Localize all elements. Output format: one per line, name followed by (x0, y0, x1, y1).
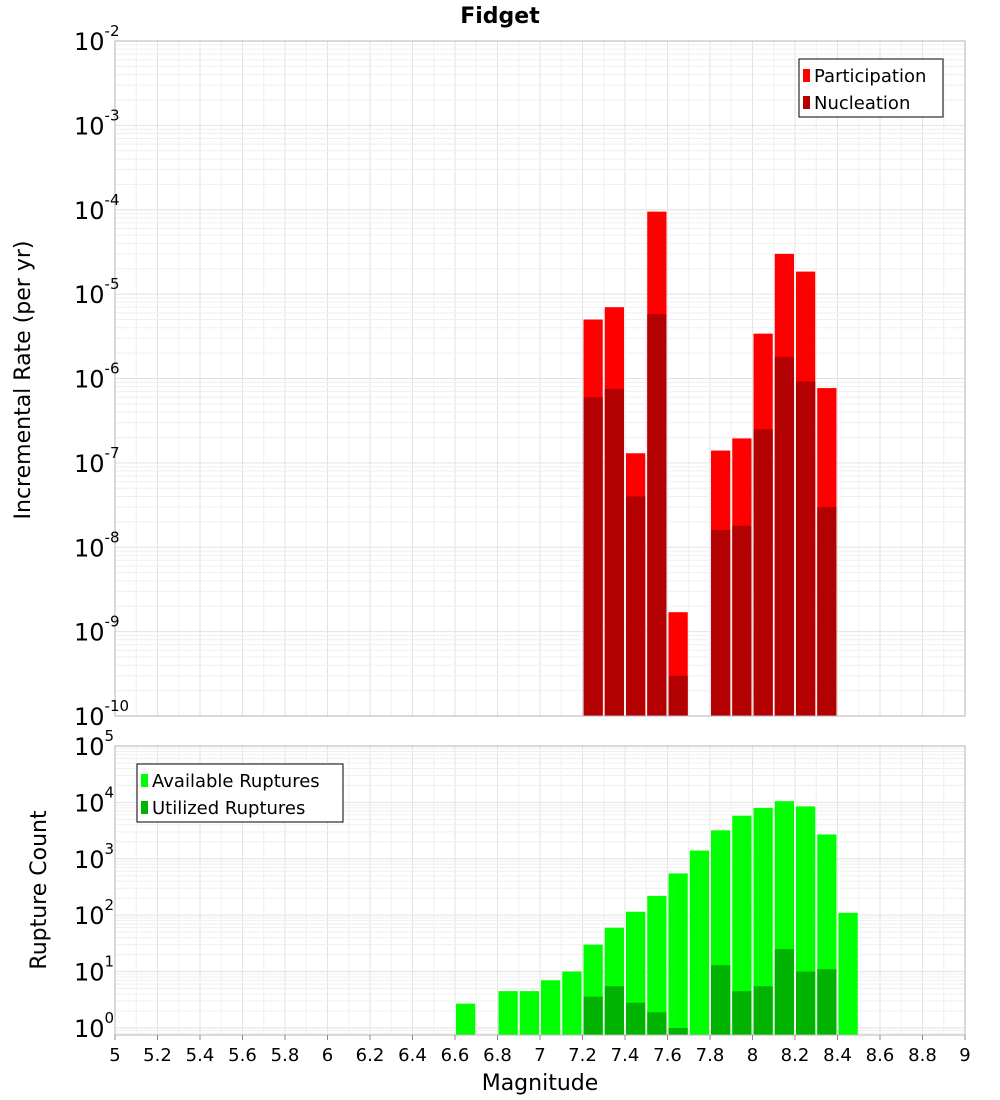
top-legend: Participation Nucleation (798, 58, 944, 118)
bottom-y-ticks: 105 104 103 102 101 100 (74, 727, 114, 1043)
top-y-tick-label: 10-3 (74, 106, 120, 140)
bottom-y-tick-label: 101 (74, 953, 114, 987)
x-tick-label: 7.8 (696, 1045, 725, 1066)
top-y-ticks: 10-2 10-3 10-4 10-5 10-6 10-7 10-8 10-9 10-10 (74, 22, 129, 731)
bottom-bar (796, 971, 816, 1035)
bottom-bar (817, 969, 837, 1035)
top-y-tick-label: 10-7 (74, 444, 120, 478)
bottom-bar (519, 991, 539, 1035)
bottom-bar (668, 1027, 688, 1035)
top-bar (753, 429, 773, 716)
x-tick-label: 6.2 (356, 1045, 385, 1066)
bottom-bar (668, 873, 688, 1035)
top-legend-box (798, 58, 944, 118)
top-y-tick-label: 10-8 (74, 528, 120, 562)
x-tick-label: 8 (747, 1045, 758, 1066)
bottom-legend-box (136, 763, 344, 823)
bottom-bar (732, 991, 752, 1035)
top-bar (604, 389, 624, 716)
x-tick-label: 5.8 (271, 1045, 300, 1066)
bottom-y-tick-label: 100 (74, 1009, 114, 1043)
bottom-legend: Available Ruptures Utilized Ruptures (136, 763, 344, 823)
x-tick-label: 7.2 (568, 1045, 597, 1066)
bottom-bars (456, 801, 858, 1035)
top-legend-swatch (803, 69, 810, 82)
bottom-bar (647, 895, 667, 1035)
x-tick-label: 5 (109, 1045, 120, 1066)
bottom-bar (498, 991, 518, 1035)
top-y-tick-label: 10-6 (74, 360, 120, 394)
top-bars (583, 211, 837, 716)
bottom-bar (647, 1012, 667, 1035)
bottom-legend-label: Available Ruptures (152, 771, 320, 792)
top-series-1 (583, 314, 837, 716)
x-tick-label: 7 (534, 1045, 545, 1066)
top-bar (626, 496, 646, 716)
bottom-bar (456, 1003, 476, 1035)
top-y-tick-label: 10-2 (74, 22, 120, 56)
bottom-y-tick-label: 102 (74, 896, 114, 930)
x-tick-label: 6.8 (483, 1045, 512, 1066)
bottom-bar (583, 996, 603, 1035)
x-tick-label: 8.4 (823, 1045, 852, 1066)
bottom-series-1 (583, 949, 837, 1035)
top-legend-label: Participation (814, 66, 926, 87)
top-bar (711, 530, 731, 716)
x-tick-label: 6.6 (441, 1045, 470, 1066)
top-y-tick-label: 10-4 (74, 191, 120, 225)
bottom-bar (604, 986, 624, 1035)
bottom-bar (689, 850, 709, 1035)
x-tick-label: 8.6 (866, 1045, 895, 1066)
x-axis-label: Magnitude (482, 1071, 599, 1096)
bottom-bar (753, 807, 773, 1035)
top-bar (732, 525, 752, 716)
bottom-bar (541, 980, 561, 1035)
x-tick-label: 8.2 (781, 1045, 810, 1066)
bottom-y-tick-label: 104 (74, 783, 114, 817)
bottom-bar (626, 1002, 646, 1035)
top-y-tick-label: 10-5 (74, 275, 120, 309)
x-tick-label: 6 (322, 1045, 333, 1066)
bottom-legend-swatch (141, 774, 148, 787)
top-legend-label: Nucleation (814, 93, 910, 114)
top-bar (817, 506, 837, 716)
bottom-bar (753, 986, 773, 1035)
top-bar (774, 356, 794, 716)
x-ticks: 5 5.2 5.4 5.6 5.8 6 6.2 6.4 6.6 6.8 7 7.2 7.4 7.6 7.8 8… (109, 1035, 971, 1066)
bottom-bar (562, 971, 582, 1035)
x-tick-label: 9 (959, 1045, 970, 1066)
top-grid (114, 40, 966, 717)
bottom-bar (711, 965, 731, 1035)
x-tick-label: 7.6 (653, 1045, 682, 1066)
bottom-bar (838, 912, 858, 1035)
top-bar (647, 314, 667, 716)
bottom-y-axis-label: Rupture Count (27, 810, 52, 970)
top-y-axis-label: Incremental Rate (per yr) (11, 241, 36, 520)
top-bar (583, 397, 603, 716)
bottom-legend-swatch (141, 801, 148, 814)
top-y-tick-label: 10-10 (74, 697, 129, 731)
x-tick-label: 6.4 (398, 1045, 427, 1066)
x-tick-label: 5.4 (186, 1045, 215, 1066)
top-legend-swatch (803, 96, 810, 109)
bottom-legend-label: Utilized Ruptures (152, 798, 305, 819)
x-tick-label: 7.4 (611, 1045, 640, 1066)
x-tick-label: 5.6 (228, 1045, 257, 1066)
top-bar (796, 381, 816, 716)
bottom-y-tick-label: 105 (74, 727, 114, 761)
chart-title: Fidget (460, 4, 540, 29)
top-plot-border (114, 40, 966, 717)
top-bar (668, 675, 688, 716)
x-tick-label: 5.2 (143, 1045, 172, 1066)
bottom-bar (732, 815, 752, 1035)
top-y-tick-label: 10-9 (74, 613, 120, 647)
x-tick-label: 8.8 (908, 1045, 937, 1066)
bottom-y-tick-label: 103 (74, 840, 114, 874)
top-panel-rate-chart: 10-2 10-3 10-4 10-5 10-6 10-7 10-8 10-9 10-10 Par… (74, 22, 966, 731)
bottom-bar (774, 949, 794, 1035)
